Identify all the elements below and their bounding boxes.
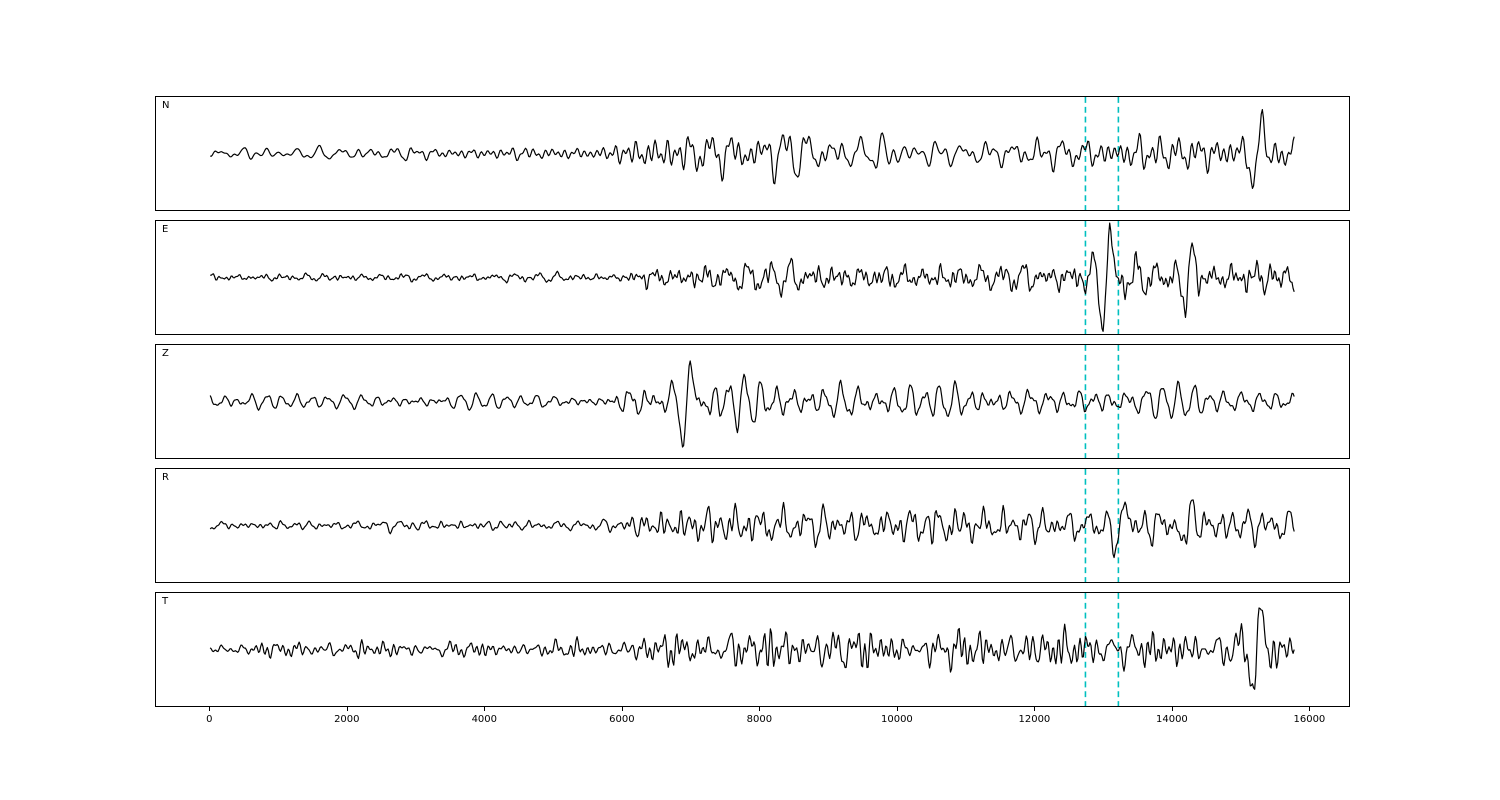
- waveform-canvas-n: [210, 97, 1295, 210]
- waveform-canvas-z: [209, 345, 1295, 458]
- x-tick-label: 8000: [746, 714, 773, 725]
- x-tick-mark: [484, 707, 486, 711]
- x-tick-mark: [209, 707, 211, 711]
- waveform-canvas-t: [209, 593, 1295, 706]
- waveform-panel-z: Z: [155, 344, 1350, 459]
- x-tick-label: 12000: [1018, 714, 1051, 725]
- channel-label-n: N: [162, 100, 170, 111]
- x-tick-label: 2000: [334, 714, 360, 725]
- x-tick-mark: [896, 707, 898, 711]
- waveform-trace-n: [210, 108, 1295, 189]
- waveform-trace-e: [210, 222, 1295, 332]
- waveform-canvas-e: [210, 221, 1295, 334]
- x-tick-mark: [759, 707, 761, 711]
- channel-label-r: R: [162, 472, 169, 483]
- x-tick-label: 0: [206, 714, 213, 725]
- x-tick-mark: [1034, 707, 1036, 711]
- waveform-canvas-r: [209, 469, 1295, 582]
- x-tick-mark: [1171, 707, 1173, 711]
- waveform-panel-r: R: [155, 468, 1350, 583]
- x-tick-label: 4000: [471, 714, 498, 725]
- waveform-trace-r: [209, 499, 1295, 559]
- waveform-panel-n: N: [155, 96, 1350, 211]
- channel-label-e: E: [162, 224, 169, 235]
- x-tick-mark: [346, 707, 348, 711]
- x-tick-label: 6000: [609, 714, 635, 725]
- x-axis: 0 2000 4000 6000 8000 10000 12000 14000 16000: [155, 707, 1350, 733]
- x-tick-label: 14000: [1155, 714, 1188, 725]
- waveform-trace-t: [209, 607, 1295, 690]
- waveform-panel-e: E: [155, 220, 1350, 335]
- waveform-trace-z: [209, 360, 1295, 448]
- x-tick-label: 10000: [880, 714, 913, 725]
- x-tick-mark: [1309, 707, 1311, 711]
- channel-label-z: Z: [162, 348, 169, 359]
- waveform-panel-t: T: [155, 592, 1350, 707]
- x-tick-label: 16000: [1293, 714, 1326, 725]
- x-tick-mark: [621, 707, 623, 711]
- channel-label-t: T: [162, 596, 169, 607]
